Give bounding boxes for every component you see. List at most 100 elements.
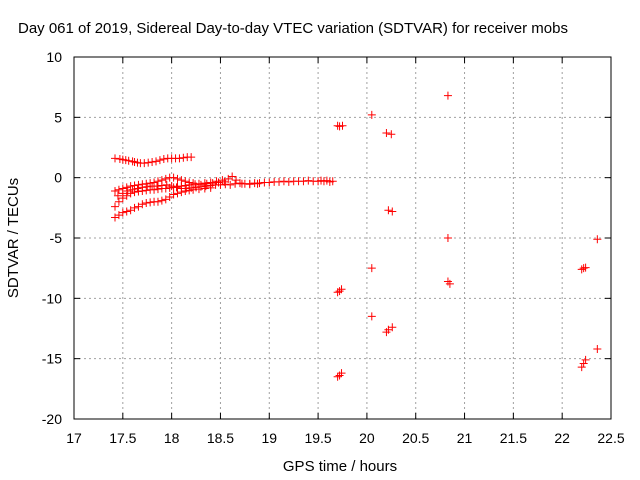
data-point [175, 154, 184, 163]
data-point [279, 177, 288, 186]
data-point [122, 183, 131, 192]
grid-layer [74, 57, 611, 419]
series-scattered [333, 91, 602, 381]
x-tick-label: 20 [359, 430, 375, 446]
data-point [593, 235, 602, 244]
ticks-layer: 17 17.5 18 18.5 19 19.5 20 20.5 21 21.5 22 22.5 -20 -… [42, 49, 625, 446]
data-point [387, 130, 396, 139]
y-tick-label: 5 [54, 109, 62, 125]
data-point [113, 191, 122, 200]
x-axis-label: GPS time / hours [283, 458, 397, 475]
data-point [130, 203, 139, 212]
series-band-lower [111, 183, 215, 222]
data-point [167, 182, 176, 191]
x-tick-label: 19.5 [304, 430, 331, 446]
data-point [114, 197, 123, 206]
data-point [124, 156, 133, 165]
data-point [214, 178, 223, 187]
data-point [593, 345, 602, 354]
data-point [200, 184, 209, 193]
data-point [169, 173, 178, 182]
data-point [111, 202, 120, 211]
data-point [220, 177, 229, 186]
data-point [153, 177, 162, 186]
data-point [275, 177, 284, 186]
data-point [328, 177, 337, 186]
data-point [577, 265, 586, 274]
data-point [231, 179, 240, 188]
y-tick-label: -15 [42, 351, 62, 367]
data-point [173, 189, 182, 198]
y-tick-label: -5 [50, 230, 63, 246]
data-point [337, 369, 346, 378]
data-point [187, 153, 196, 162]
data-point [337, 285, 346, 294]
data-point [255, 179, 264, 188]
data-point [122, 207, 131, 216]
x-tick-label: 19 [261, 430, 277, 446]
data-point [114, 185, 123, 194]
data-point [126, 189, 135, 198]
chart-title: Day 061 of 2019, Sidereal Day-to-day VTE… [18, 20, 568, 37]
data-point [181, 186, 190, 195]
data-point [169, 183, 178, 192]
data-point [367, 264, 376, 273]
data-point [196, 180, 205, 189]
data-point [228, 172, 237, 181]
data-point [138, 200, 147, 209]
data-point [152, 157, 161, 166]
data-point [142, 186, 151, 195]
x-tick-label: 21 [457, 430, 473, 446]
data-point [140, 159, 149, 168]
series-band-lower-mid [111, 177, 229, 211]
data-point [579, 359, 588, 368]
data-point [443, 91, 452, 100]
data-point [130, 188, 139, 197]
data-point [384, 206, 393, 215]
data-point [579, 264, 588, 273]
data-point [144, 158, 153, 167]
data-point [161, 184, 170, 193]
data-point [382, 129, 391, 138]
data-point [445, 279, 454, 288]
x-tick-label: 20.5 [402, 430, 429, 446]
data-point [138, 186, 147, 195]
data-point [208, 179, 217, 188]
data-point [235, 179, 244, 188]
data-point [212, 177, 221, 186]
data-point [155, 156, 164, 165]
data-point [581, 355, 590, 364]
data-point [443, 234, 452, 242]
data-point [338, 121, 347, 130]
x-tick-label: 22.5 [597, 430, 624, 446]
data-point [206, 183, 215, 192]
y-tick-label: -20 [42, 411, 62, 427]
y-tick-label: 0 [54, 170, 62, 186]
data-point [185, 186, 194, 195]
x-tick-label: 22 [554, 430, 570, 446]
data-point [157, 196, 166, 205]
data-point [118, 208, 127, 217]
x-tick-label: 17 [66, 430, 82, 446]
data-point [335, 287, 344, 296]
data-point [126, 182, 135, 191]
data-point [191, 180, 200, 189]
data-point [367, 110, 376, 119]
data-point [388, 207, 397, 216]
data-point [134, 187, 143, 196]
data-point [111, 186, 120, 195]
data-point [142, 199, 151, 208]
data-point [153, 197, 162, 206]
data-point [153, 185, 162, 194]
data-point [148, 157, 157, 166]
series-band-upper-left [111, 153, 196, 168]
data-point [299, 177, 308, 186]
data-point [179, 153, 188, 162]
data-point [245, 179, 254, 188]
x-tick-label: 18.5 [207, 430, 234, 446]
data-point [388, 323, 397, 332]
data-point [173, 174, 182, 183]
data-point [169, 190, 178, 199]
data-point [581, 263, 590, 272]
y-tick-label: 10 [46, 49, 62, 65]
